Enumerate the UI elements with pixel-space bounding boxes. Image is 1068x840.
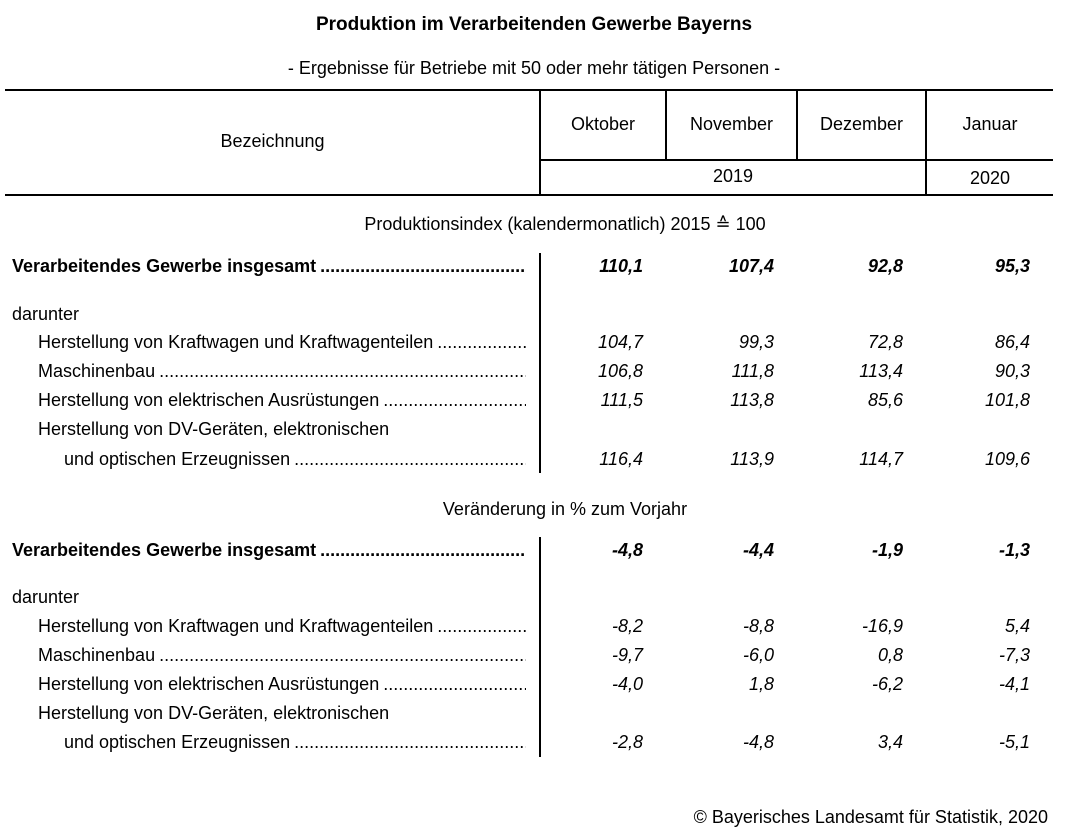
value-cell-oktober: 106,8 — [597, 361, 643, 381]
header-vline — [925, 89, 927, 196]
value-cell-dezember: 85,6 — [867, 390, 903, 410]
leader-dots: ........................................… — [294, 732, 526, 752]
row-label: Verarbeitendes Gewerbe insgesamt........… — [12, 539, 526, 561]
value-cell-november: 107,4 — [728, 256, 774, 276]
value-cell-dezember: 72,8 — [867, 332, 903, 352]
row-label-text: und optischen Erzeugnissen — [64, 732, 291, 752]
row-label: Herstellung von elektrischen Ausrüstunge… — [38, 673, 526, 695]
header-vline — [665, 89, 667, 160]
value-cell-januar: -1,3 — [998, 540, 1030, 560]
value-cell-oktober: -9,7 — [611, 645, 643, 665]
value-cell-dezember: -16,9 — [861, 616, 903, 636]
column-header-year: 2020 — [969, 168, 1011, 188]
value-cell-november: -4,4 — [742, 540, 774, 560]
row-label: Herstellung von Kraftwagen und Kraftwage… — [38, 615, 526, 637]
column-header-month: Januar — [962, 114, 1018, 134]
value-cell-november: 113,8 — [730, 390, 774, 410]
value-cell-oktober: 116,4 — [599, 449, 643, 469]
value-cell-januar: -4,1 — [998, 674, 1030, 694]
value-cell-november: 113,9 — [730, 449, 774, 469]
row-label-text: Herstellung von elektrischen Ausrüstunge… — [38, 674, 380, 694]
row-label-text: darunter — [12, 304, 80, 324]
row-label-text: Maschinenbau — [38, 361, 156, 381]
value-cell-november: 1,8 — [748, 674, 774, 694]
value-cell-november: 111,8 — [731, 361, 774, 381]
value-cell-januar: 95,3 — [994, 256, 1030, 276]
value-cell-dezember: 92,8 — [867, 256, 903, 276]
value-cell-januar: -5,1 — [998, 732, 1030, 752]
section-heading: Produktionsindex (kalendermonatlich) 201… — [364, 214, 766, 234]
top-rule — [5, 89, 1053, 91]
row-label: Herstellung von Kraftwagen und Kraftwage… — [38, 331, 526, 353]
value-cell-november: 99,3 — [738, 332, 774, 352]
row-label-text: Maschinenbau — [38, 645, 156, 665]
value-cell-oktober: 104,7 — [597, 332, 643, 352]
value-cell-januar: 90,3 — [994, 361, 1030, 381]
column-header-month: November — [689, 114, 774, 134]
leader-dots: ........................................… — [437, 332, 526, 352]
row-label: Maschinenbau............................… — [38, 360, 526, 382]
row-label-text: Verarbeitendes Gewerbe insgesamt — [12, 540, 317, 560]
row-label: Herstellung von elektrischen Ausrüstunge… — [38, 389, 526, 411]
header-vline — [796, 89, 798, 160]
row-label-text: Herstellung von elektrischen Ausrüstunge… — [38, 390, 380, 410]
value-cell-oktober: -4,0 — [611, 674, 643, 694]
header-divider — [540, 159, 1053, 161]
leader-dots: ........................................… — [159, 361, 526, 381]
row-label-text: und optischen Erzeugnissen — [64, 449, 291, 469]
leader-dots: ........................................… — [294, 449, 526, 469]
value-cell-dezember: 114,7 — [859, 449, 903, 469]
row-label-text: Verarbeitendes Gewerbe insgesamt — [12, 256, 317, 276]
value-cell-januar: 86,4 — [994, 332, 1030, 352]
value-cell-dezember: 3,4 — [877, 732, 903, 752]
leader-dots: ........................................… — [383, 390, 526, 410]
row-label: Maschinenbau............................… — [38, 644, 526, 666]
value-cell-november: -4,8 — [742, 732, 774, 752]
value-cell-dezember: -6,2 — [871, 674, 903, 694]
value-cell-oktober: -8,2 — [611, 616, 643, 636]
value-cell-dezember: 0,8 — [877, 645, 903, 665]
section-vline — [539, 537, 541, 757]
value-cell-dezember: 113,4 — [859, 361, 903, 381]
row-label-text: Herstellung von DV-Geräten, elektronisch… — [38, 419, 390, 439]
value-cell-november: -8,8 — [742, 616, 774, 636]
row-label: darunter — [12, 586, 512, 608]
value-cell-dezember: -1,9 — [871, 540, 903, 560]
value-cell-oktober: -4,8 — [611, 540, 643, 560]
row-label-text: Herstellung von DV-Geräten, elektronisch… — [38, 703, 390, 723]
value-cell-januar: 109,6 — [984, 449, 1030, 469]
value-cell-januar: 5,4 — [1004, 616, 1030, 636]
row-label: darunter — [12, 303, 512, 325]
header-vline — [539, 89, 541, 196]
value-cell-oktober: 111,5 — [600, 390, 643, 410]
section-vline — [539, 253, 541, 473]
row-label-text: Herstellung von Kraftwagen und Kraftwage… — [38, 332, 434, 352]
column-header-month: Dezember — [819, 114, 904, 134]
row-label: und optischen Erzeugnissen..............… — [64, 731, 526, 753]
row-label: Herstellung von DV-Geräten, elektronisch… — [38, 702, 538, 724]
value-cell-januar: 101,8 — [984, 390, 1030, 410]
value-cell-oktober: 110,1 — [599, 256, 643, 276]
value-cell-januar: -7,3 — [998, 645, 1030, 665]
leader-dots: ........................................… — [383, 674, 526, 694]
leader-dots: ........................................… — [320, 256, 526, 276]
section-heading: Veränderung in % zum Vorjahr — [442, 499, 688, 519]
leader-dots: ........................................… — [320, 540, 526, 560]
leader-dots: ........................................… — [437, 616, 526, 636]
row-label: Herstellung von DV-Geräten, elektronisch… — [38, 418, 538, 440]
row-label: Verarbeitendes Gewerbe insgesamt........… — [12, 255, 526, 277]
column-header-bezeichnung: Bezeichnung — [220, 131, 325, 151]
row-label-text: darunter — [12, 587, 80, 607]
copyright-footer: © Bayerisches Landesamt für Statistik, 2… — [693, 807, 1048, 827]
leader-dots: ........................................… — [159, 645, 526, 665]
page-subtitle: - Ergebnisse für Betriebe mit 50 oder me… — [287, 58, 781, 78]
value-cell-november: -6,0 — [742, 645, 774, 665]
row-label-text: Herstellung von Kraftwagen und Kraftwage… — [38, 616, 434, 636]
page-title: Produktion im Verarbeitenden Gewerbe Bay… — [315, 14, 753, 35]
header-bottom-rule — [5, 194, 1053, 196]
column-header-month: Oktober — [570, 114, 636, 134]
column-header-year: 2019 — [712, 166, 754, 186]
row-label: und optischen Erzeugnissen..............… — [64, 448, 526, 470]
value-cell-oktober: -2,8 — [611, 732, 643, 752]
